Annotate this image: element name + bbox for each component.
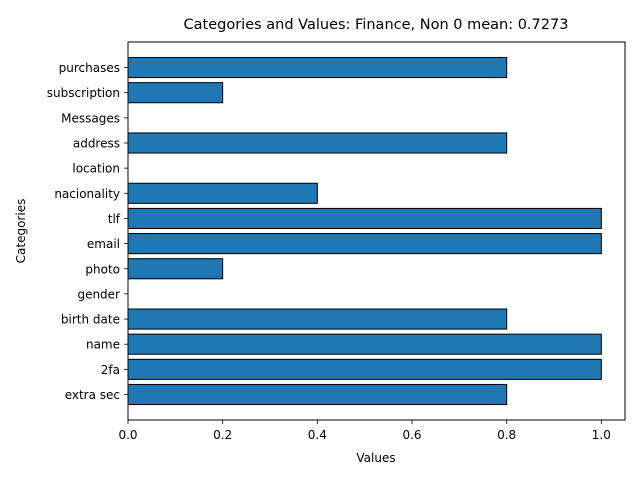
bar-tlf: [127, 207, 602, 229]
y-tick-label: photo: [85, 262, 120, 276]
y-tick-label: Messages: [61, 111, 120, 125]
x-tick-label: 0.2: [213, 428, 232, 442]
y-tick-label: extra sec: [65, 388, 120, 402]
bar-photo: [127, 258, 224, 280]
bar-birth-date: [127, 308, 508, 330]
y-tick-label: subscription: [47, 86, 120, 100]
bar-extra-sec: [127, 383, 508, 406]
bars-group: [127, 57, 602, 406]
x-tick-label: 0.0: [118, 428, 137, 442]
x-tick-label: 1.0: [592, 428, 611, 442]
x-axis-label: Values: [356, 451, 395, 465]
y-tick-label: email: [87, 237, 120, 251]
bar-address: [127, 132, 508, 154]
bar-nacionality: [127, 182, 318, 204]
y-tick-label: name: [86, 338, 120, 352]
x-tick-label: 0.6: [402, 428, 421, 442]
bar-subscription: [127, 82, 224, 104]
y-tick-label: tlf: [108, 212, 121, 226]
y-tick-label: birth date: [61, 313, 120, 327]
y-tick-label: address: [73, 137, 120, 151]
y-tick-label: gender: [77, 287, 120, 301]
y-tick-label: 2fa: [101, 363, 120, 377]
bar-email: [127, 233, 602, 255]
bar-purchases: [127, 57, 508, 79]
y-tick-label: location: [72, 162, 120, 176]
x-ticks-group: 0.0 0.2 0.4 0.6 0.8 1.0: [118, 420, 611, 442]
chart-title: Categories and Values: Finance, Non 0 me…: [184, 17, 569, 33]
bar-name: [127, 333, 602, 355]
x-tick-label: 0.8: [497, 428, 516, 442]
y-ticks-group: extra sec 2fa name birth date gender photo ema…: [47, 61, 128, 402]
x-tick-label: 0.4: [308, 428, 327, 442]
y-axis-label: Categories: [14, 199, 28, 264]
bar-2fa: [127, 358, 602, 380]
y-tick-label: purchases: [59, 61, 120, 75]
plot-frame: [127, 41, 626, 421]
y-tick-label: nacionality: [54, 187, 120, 201]
